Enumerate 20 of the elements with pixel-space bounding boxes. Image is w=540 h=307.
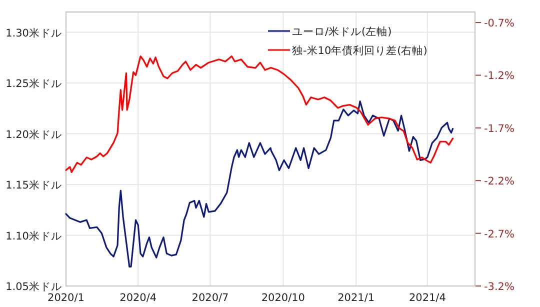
y-tick-label: 1.15米ドル — [6, 178, 62, 192]
legend-label: 独-米10年債利回り差(右軸) — [292, 44, 428, 57]
x-tick-label: 2020/1 — [48, 292, 84, 304]
y2-tick-label: -0.7% — [484, 18, 514, 30]
y-tick-label: 1.10米ドル — [6, 229, 62, 242]
y2-tick-label: -2.2% — [484, 176, 514, 188]
y2-tick-label: -1.7% — [484, 122, 514, 135]
x-tick-label: 2020/7 — [192, 292, 229, 304]
y-tick-label: 1.05米ドル — [6, 280, 62, 293]
y2-tick-label: -3.2% — [484, 281, 514, 293]
y-tick-label: 1.25米ドル — [6, 77, 62, 90]
legend-label: ユーロ/米ドル(左軸) — [292, 25, 392, 38]
x-tick-label: 2020/4 — [120, 292, 157, 304]
x-tick-label: 2020/10 — [261, 292, 305, 304]
y2-tick-label: -1.2% — [484, 70, 514, 82]
x-tick-label: 2021/1 — [338, 292, 375, 304]
y-tick-label: 1.20米ドル — [6, 128, 62, 141]
y-tick-label: 1.30米ドル — [6, 26, 62, 40]
x-tick-label: 2021/4 — [408, 292, 446, 304]
y2-tick-label: -2.7% — [484, 228, 514, 240]
